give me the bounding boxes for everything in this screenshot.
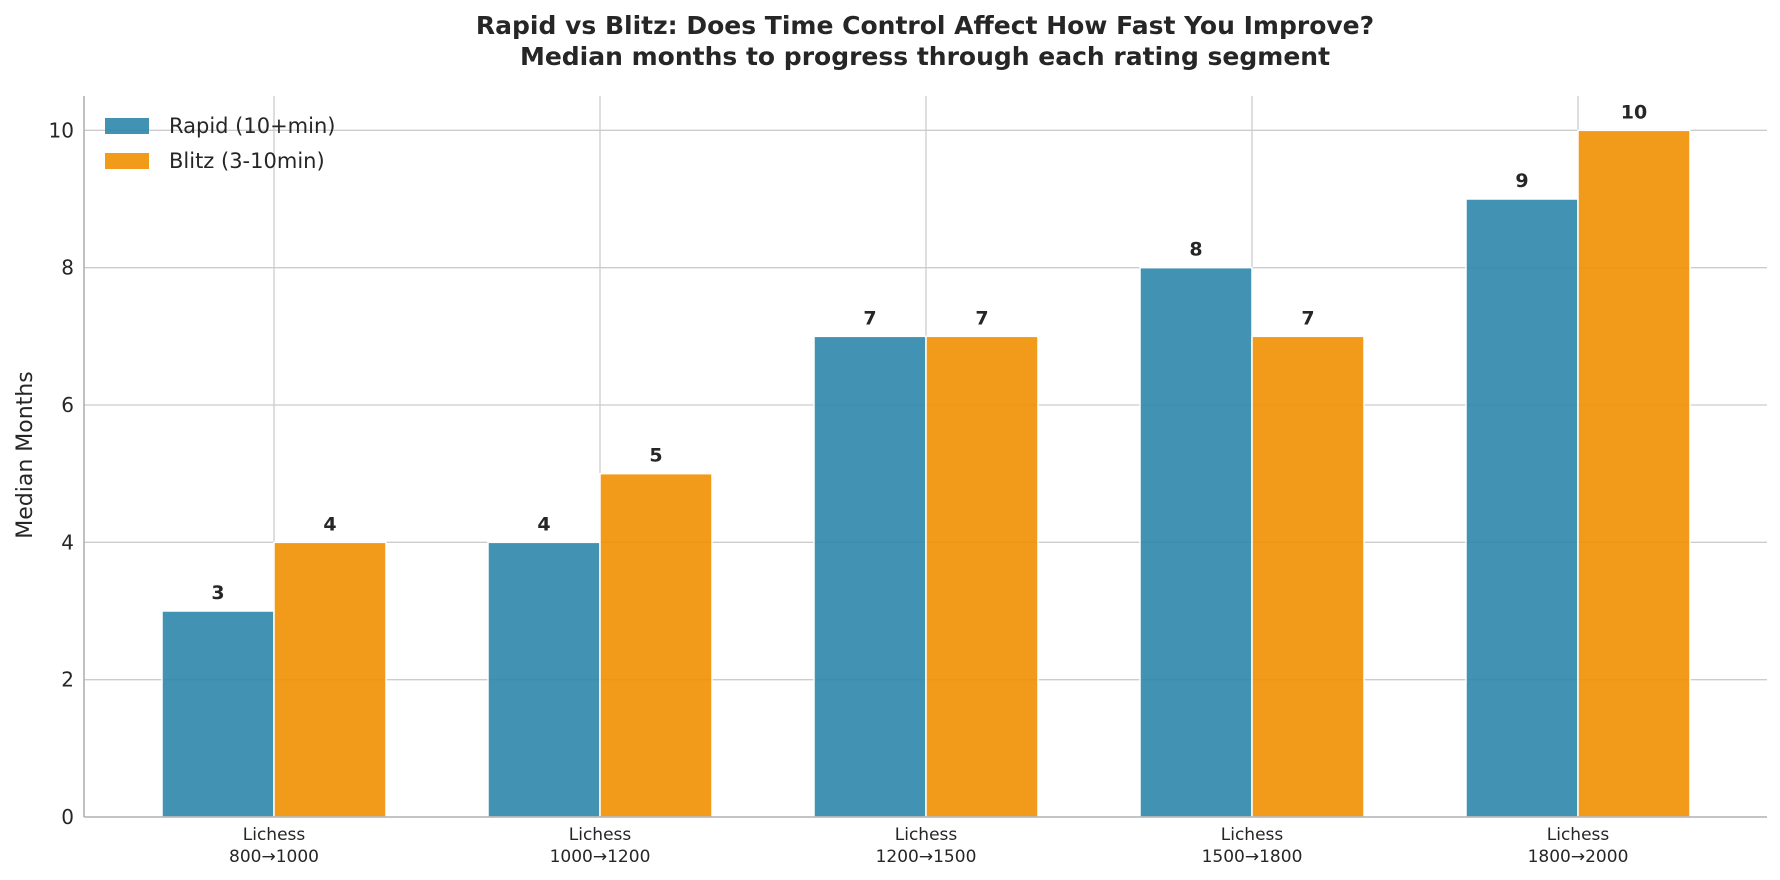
bar-value-label: 3 (211, 582, 224, 604)
legend: Rapid (10+min) Blitz (3-10min) (105, 114, 335, 173)
y-tick-label: 0 (61, 805, 74, 829)
legend-label-rapid: Rapid (10+min) (169, 114, 335, 138)
bar-rapid (1139, 266, 1253, 818)
chart-subtitle: Median months to progress through each r… (520, 42, 1330, 71)
x-tick-label: Lichess (1547, 825, 1610, 845)
x-tick-label: Lichess (895, 825, 958, 845)
bar-rapid (813, 335, 927, 818)
y-tick-label: 2 (61, 668, 74, 692)
data-labels: 3 4 7 8 9 4 5 7 7 10 (211, 101, 1647, 604)
bars (161, 129, 1691, 818)
x-tick-label: 1800→2000 (1528, 847, 1629, 867)
y-axis-label: Median Months (13, 371, 38, 538)
x-tick-label: 800→1000 (229, 847, 319, 867)
legend-swatch-blitz (105, 153, 149, 169)
bar-rapid (1465, 198, 1579, 818)
bar-value-label: 4 (537, 513, 550, 535)
bar-blitz (925, 335, 1039, 818)
y-tick-label: 4 (61, 530, 74, 554)
bar-blitz (599, 472, 713, 818)
bar-value-label: 9 (1515, 170, 1528, 192)
bar-rapid (487, 541, 601, 818)
bar-rapid (161, 610, 275, 818)
bar-blitz (1251, 335, 1365, 818)
x-tick-label: 1500→1800 (1202, 847, 1303, 867)
x-tick-label: Lichess (569, 825, 632, 845)
x-tick-label: 1000→1200 (550, 847, 651, 867)
bar-value-label: 4 (323, 513, 336, 535)
legend-swatch-rapid (105, 118, 149, 134)
x-tick-label: 1200→1500 (876, 847, 977, 867)
bar-value-label: 10 (1621, 101, 1647, 123)
bar-value-label: 5 (649, 445, 662, 467)
bar-value-label: 8 (1189, 239, 1202, 261)
y-tick-label: 10 (49, 118, 74, 142)
bar-value-label: 7 (863, 307, 876, 329)
axes: 0246810Lichess800→1000Lichess1000→1200Li… (49, 96, 1767, 867)
bar-value-label: 7 (1301, 307, 1314, 329)
legend-label-blitz: Blitz (3-10min) (169, 149, 325, 173)
bar-value-label: 7 (975, 307, 988, 329)
bar-blitz (1577, 129, 1691, 818)
bar-blitz (273, 541, 387, 818)
y-tick-label: 8 (61, 256, 74, 280)
x-tick-label: Lichess (243, 825, 306, 845)
x-tick-label: Lichess (1221, 825, 1284, 845)
y-tick-label: 6 (61, 393, 74, 417)
chart-title: Rapid vs Blitz: Does Time Control Affect… (476, 11, 1374, 40)
